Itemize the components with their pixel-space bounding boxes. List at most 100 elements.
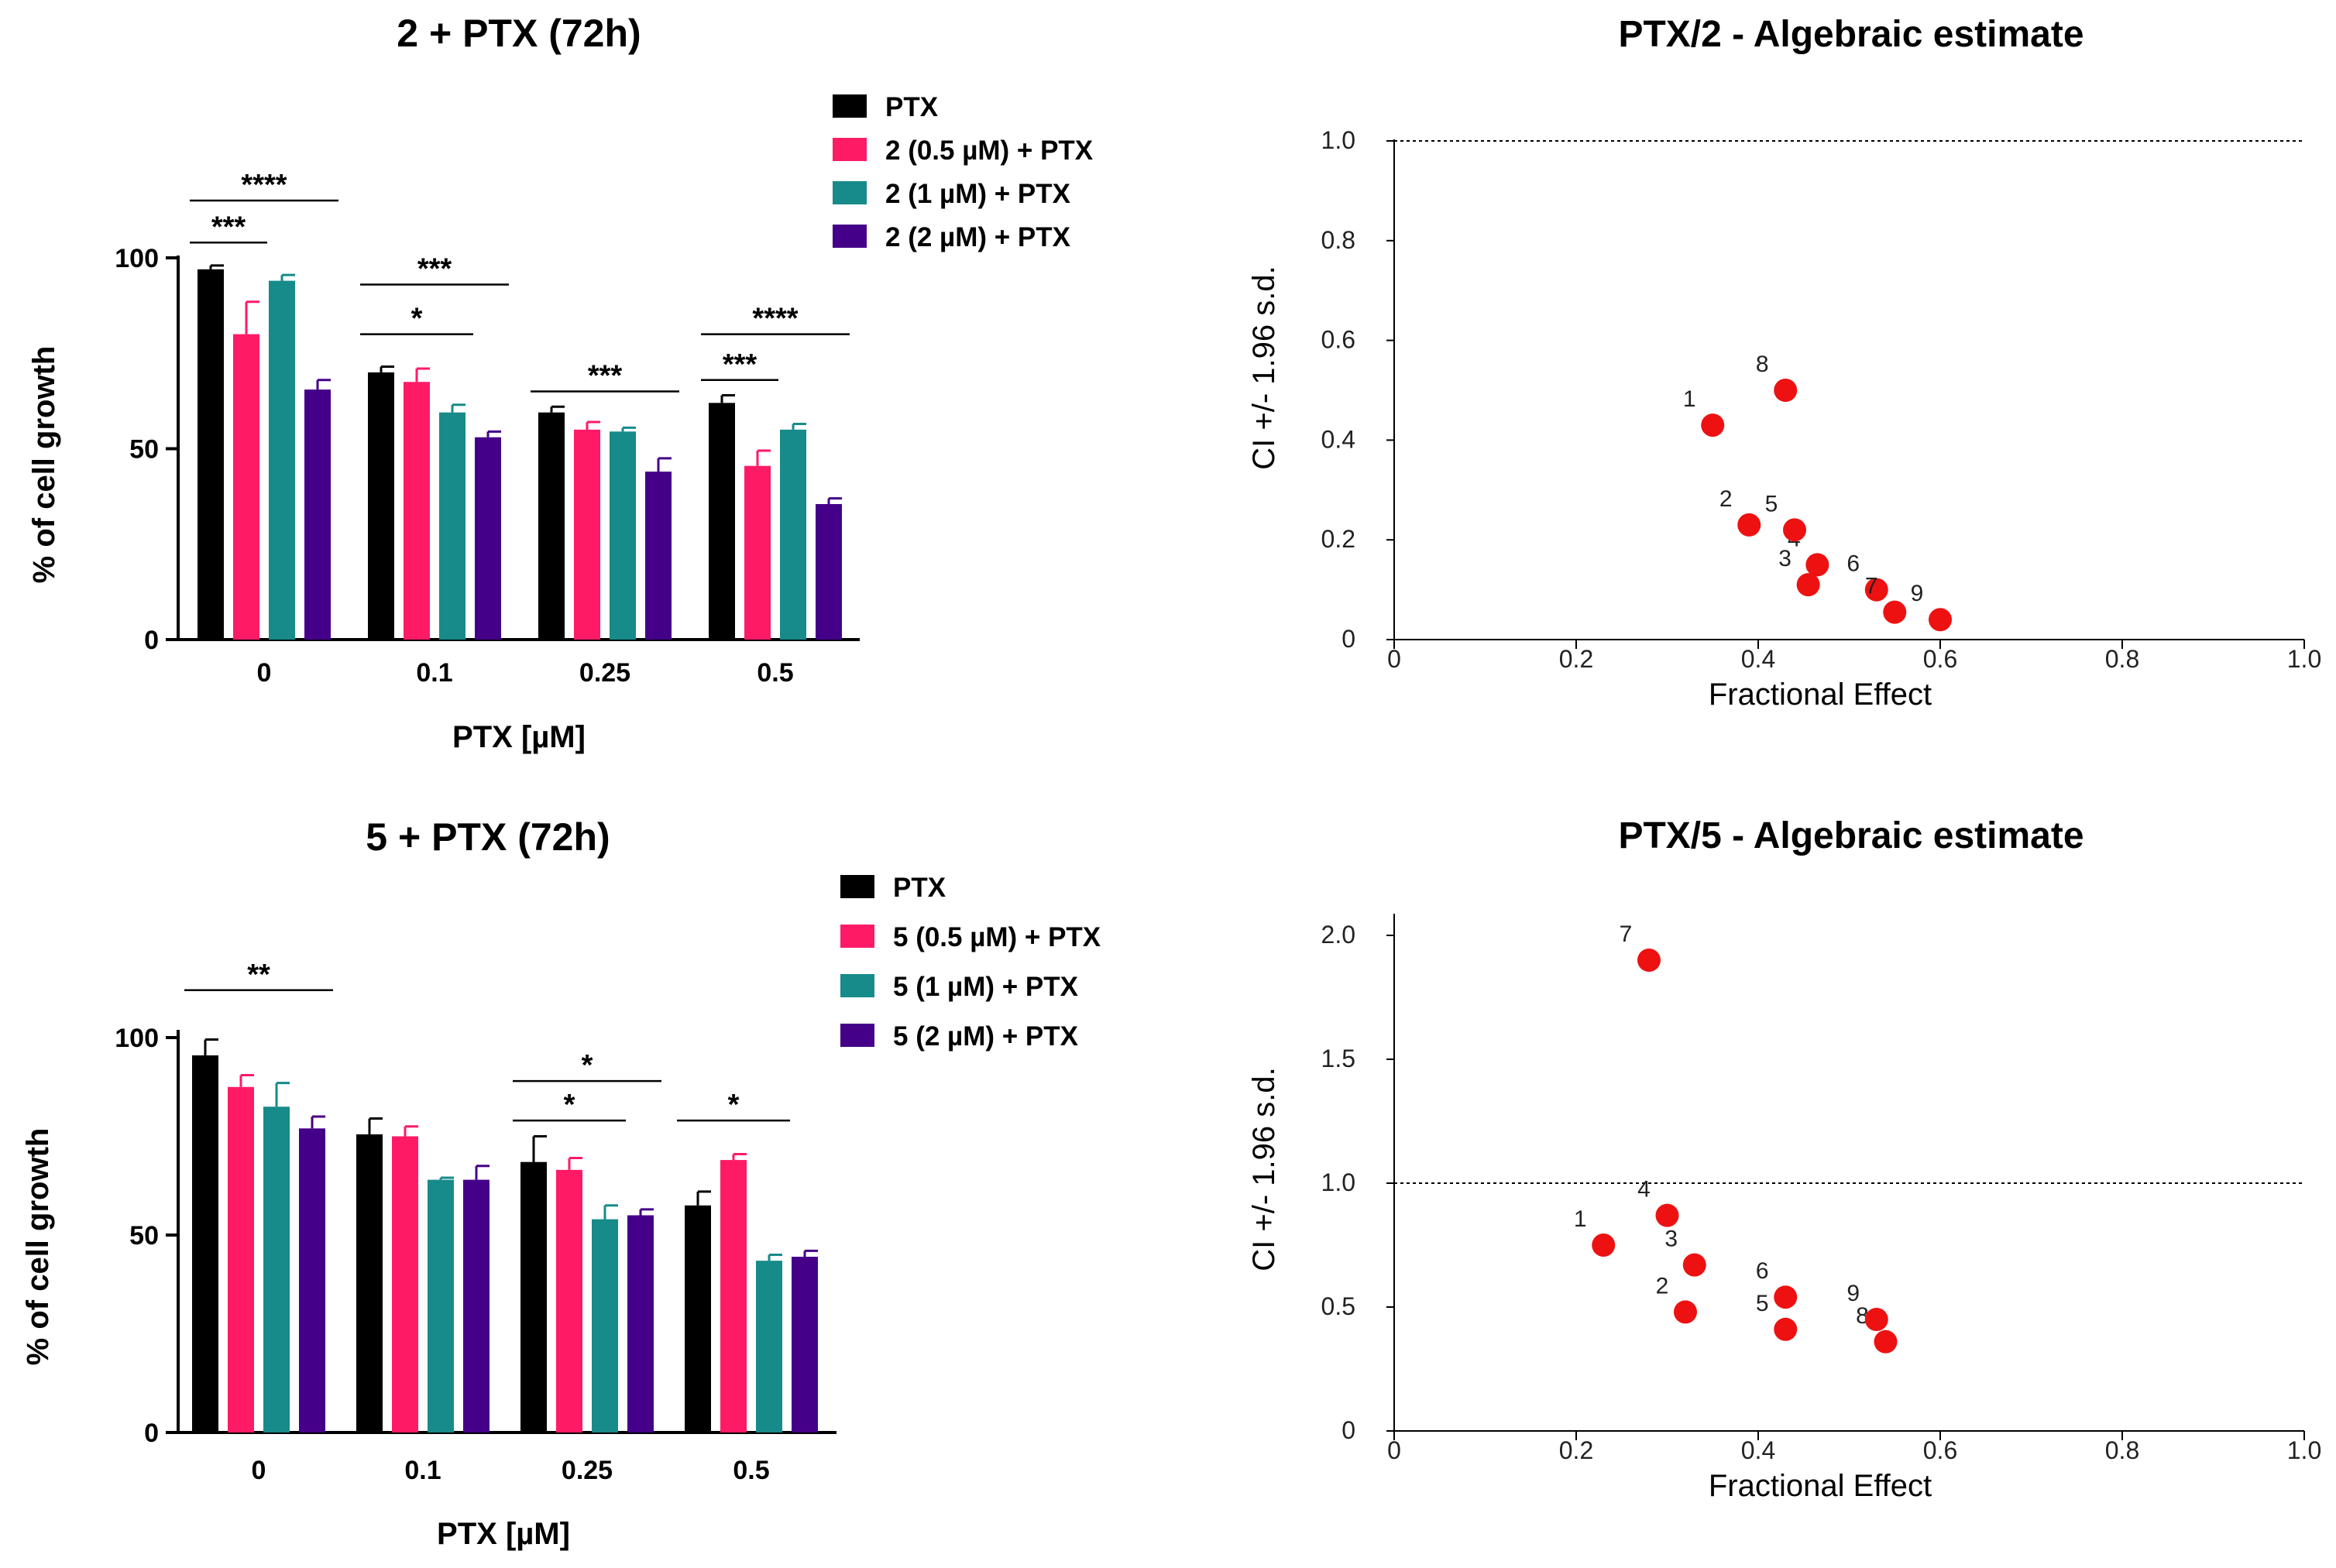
legend-label: 2 (2 µM) + PTX — [885, 222, 1071, 252]
legend-swatch — [840, 875, 874, 898]
x-tick-label: 0.1 — [404, 1456, 441, 1485]
x-tick-label: 1.0 — [2287, 645, 2321, 673]
data-point-label: 3 — [1778, 546, 1792, 571]
x-axis-label: Fractional Effect — [1709, 1469, 1932, 1503]
x-tick-label: 0.6 — [1923, 1436, 1957, 1464]
data-point — [1655, 1203, 1679, 1227]
x-tick-label: 0.25 — [562, 1456, 613, 1485]
y-tick-label: 0 — [144, 626, 159, 655]
y-axis-label: % of cell growth — [27, 346, 61, 584]
bar — [720, 1160, 747, 1432]
x-axis-label: PTX [µM] — [452, 720, 586, 754]
x-tick-label: 0.6 — [1923, 645, 1957, 673]
significance-label: * — [564, 1089, 575, 1121]
legend-label: 2 (1 µM) + PTX — [885, 179, 1071, 209]
data-point — [1864, 1308, 1888, 1331]
data-point — [1737, 513, 1761, 537]
bar — [709, 403, 735, 640]
ci-plot-1: PTX/2 - Algebraic estimate CI +/- 1.96 s… — [1247, 14, 2321, 712]
bar — [574, 429, 600, 640]
significance-label: * — [582, 1049, 593, 1082]
bar — [392, 1136, 418, 1432]
x-tick-label: 0.8 — [2105, 645, 2139, 673]
bar — [744, 465, 771, 640]
data-point-label: 2 — [1656, 1273, 1669, 1299]
bar — [610, 431, 636, 640]
significance-label: * — [411, 303, 423, 335]
bar — [685, 1205, 711, 1432]
significance-label: **** — [752, 303, 798, 335]
bar — [592, 1219, 618, 1432]
data-point — [1637, 949, 1661, 972]
bar — [463, 1179, 490, 1432]
bar — [368, 372, 394, 640]
legend-label: PTX — [893, 873, 946, 903]
y-tick-label: 0.2 — [1321, 525, 1355, 553]
data-point — [1796, 573, 1820, 597]
data-point-label: 6 — [1756, 1258, 1769, 1284]
bar — [192, 1055, 218, 1432]
chart-title: 5 + PTX (72h) — [366, 815, 610, 859]
legend-swatch — [840, 925, 874, 948]
data-point-label: 1 — [1574, 1206, 1587, 1232]
data-point — [1682, 1253, 1706, 1277]
data-point-label: 5 — [1765, 491, 1778, 516]
x-tick-label: 0.1 — [416, 658, 452, 688]
legend-swatch — [840, 1024, 874, 1047]
bar — [475, 437, 501, 640]
chart-title: PTX/2 - Algebraic estimate — [1618, 14, 2084, 55]
data-point — [1783, 518, 1806, 542]
data-point — [1874, 1330, 1898, 1354]
bar — [556, 1169, 582, 1432]
data-point-label: 9 — [1911, 581, 1924, 606]
bar — [356, 1134, 383, 1432]
significance-label: **** — [241, 169, 287, 201]
bar — [299, 1128, 325, 1432]
bar — [404, 382, 430, 640]
bar — [520, 1161, 547, 1432]
x-tick-label: 0.4 — [1741, 645, 1775, 673]
x-axis-label: Fractional Effect — [1709, 678, 1932, 712]
significance-label: *** — [723, 348, 757, 381]
legend-swatch — [833, 138, 867, 161]
y-tick-label: 100 — [115, 1024, 159, 1053]
legend-label: 2 (0.5 µM) + PTX — [885, 136, 1094, 166]
data-point-label: 4 — [1637, 1177, 1651, 1203]
y-tick-label: 1.0 — [1321, 126, 1355, 154]
y-tick-label: 1.0 — [1321, 1168, 1355, 1196]
data-point-label: 9 — [1846, 1281, 1860, 1306]
bar-chart-2: 5 + PTX (72h) % of cell growth PTX [µM] … — [21, 815, 1101, 1551]
legend-swatch — [833, 181, 867, 204]
y-tick-label: 0.5 — [1321, 1292, 1355, 1320]
data-point-label: 5 — [1756, 1291, 1769, 1316]
y-tick-label: 0 — [1341, 625, 1355, 653]
data-point-label: 2 — [1719, 486, 1733, 512]
data-point-label: 7 — [1620, 921, 1633, 947]
y-axis-label: % of cell growth — [21, 1128, 55, 1366]
data-point-label: 8 — [1756, 352, 1769, 377]
bar — [439, 412, 465, 640]
x-tick-label: 0.5 — [733, 1456, 769, 1485]
data-point — [1701, 413, 1725, 437]
data-point — [1805, 553, 1829, 577]
bar-chart-1: 2 + PTX (72h) % of cell growth PTX [µM] … — [27, 12, 1094, 754]
ci-plot-2: PTX/5 - Algebraic estimate CI +/- 1.96 s… — [1247, 815, 2321, 1503]
x-tick-label: 0.8 — [2105, 1436, 2139, 1464]
significance-label: *** — [211, 211, 246, 243]
data-point — [1774, 379, 1798, 402]
bar — [538, 412, 565, 640]
data-point — [1674, 1300, 1697, 1324]
data-point-label: 3 — [1664, 1227, 1678, 1252]
bar — [428, 1179, 454, 1432]
bar — [304, 389, 331, 640]
significance-label: * — [728, 1089, 740, 1121]
bar — [198, 269, 224, 640]
x-tick-label: 0 — [1387, 645, 1401, 673]
bar — [263, 1107, 290, 1432]
y-axis-label: CI +/- 1.96 s.d. — [1247, 1067, 1281, 1271]
legend-swatch — [833, 225, 867, 248]
data-point-label: 7 — [1865, 574, 1878, 599]
data-point — [1592, 1233, 1616, 1257]
data-point — [1883, 600, 1907, 624]
